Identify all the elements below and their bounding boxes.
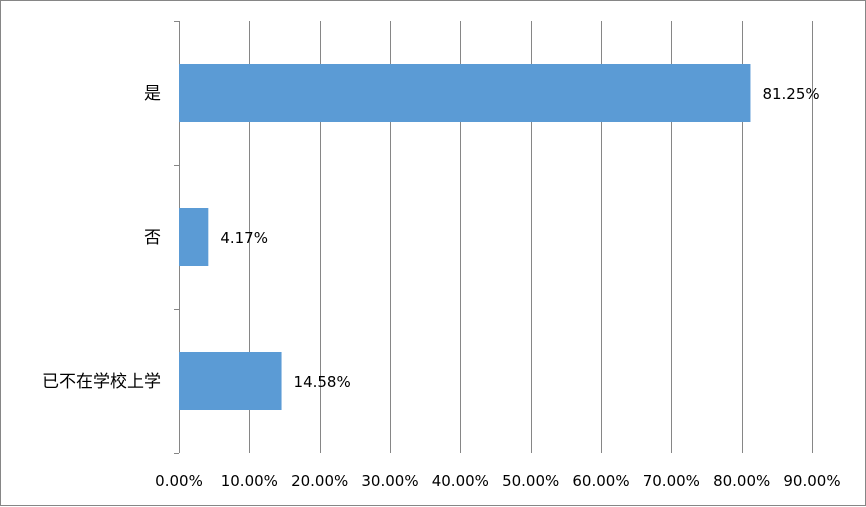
- x-tick-label: 90.00%: [783, 472, 840, 490]
- x-tick-label: 20.00%: [291, 472, 348, 490]
- x-tick-label: 0.00%: [155, 472, 203, 490]
- x-tick-label: 60.00%: [572, 472, 629, 490]
- x-tick-label: 50.00%: [502, 472, 559, 490]
- bar: [179, 208, 209, 266]
- category-label: 是: [144, 84, 161, 104]
- x-tick-label: 80.00%: [713, 472, 770, 490]
- data-label: 14.58%: [294, 373, 351, 391]
- bar: [179, 352, 282, 410]
- data-label: 4.17%: [220, 229, 268, 247]
- category-label: 否: [144, 228, 161, 248]
- x-tick-label: 30.00%: [361, 472, 418, 490]
- x-tick-label: 10.00%: [221, 472, 278, 490]
- x-tick-label: 70.00%: [643, 472, 700, 490]
- category-label: 已不在学校上学: [42, 372, 161, 392]
- x-tick-label: 40.00%: [432, 472, 489, 490]
- bar: [179, 64, 751, 122]
- data-label: 81.25%: [762, 85, 819, 103]
